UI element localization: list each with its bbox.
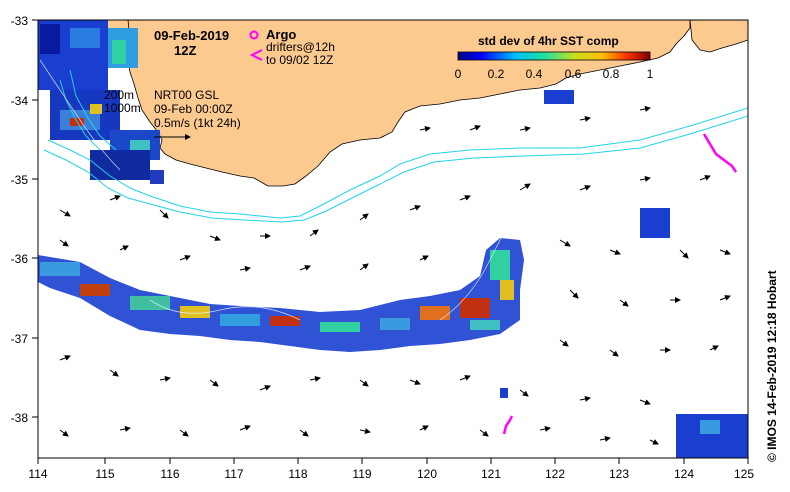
x-tick-label: 125: [734, 467, 754, 481]
time-title: 12Z: [174, 43, 196, 58]
axis-ticks: [32, 19, 749, 464]
y-tick-label: -34: [11, 94, 29, 108]
x-tick-label: 124: [674, 467, 694, 481]
land-australia: [119, 20, 691, 187]
bathymetry-contours: [43, 69, 748, 223]
land-east: [689, 20, 748, 53]
colorbar-gradient: [457, 51, 651, 61]
x-tick-label: 118: [288, 467, 307, 481]
sst-patch-coast-east: [544, 90, 574, 104]
colorbar-tick: 0.8: [603, 67, 620, 81]
y-tick-label: -33: [11, 14, 29, 28]
sst-patch-east-mid: [640, 208, 670, 238]
credit-text: © IMOS 14-Feb-2019 12:18 Hobart: [765, 270, 779, 462]
drifter-tracks: [502, 133, 738, 435]
colorbar-tick: 0.4: [526, 67, 543, 81]
colorbar-tick: 1: [647, 67, 654, 81]
x-tick-label: 119: [352, 467, 371, 481]
argo-label: Argo: [266, 27, 296, 42]
y-tick-label: -38: [11, 411, 29, 425]
colorbar-title: std dev of 4hr SST comp: [478, 34, 619, 48]
drifter-marker-icon: [249, 49, 263, 61]
currents-scale: 0.5m/s (1kt 24h): [154, 116, 241, 130]
y-axis-labels: -33 -34 -35 -36 -37 -38: [11, 14, 29, 425]
x-axis-labels: 114 115 116 117 118 119 120 121 122 123 …: [28, 467, 754, 481]
drifters-label: drifters@12h: [266, 40, 335, 54]
contour-label-200m: 200m: [104, 88, 134, 102]
y-tick-label: -37: [11, 332, 29, 346]
x-tick-label: 120: [417, 467, 437, 481]
currents-product: NRT00 GSL: [154, 88, 219, 102]
y-tick-label: -36: [11, 252, 29, 266]
currents-annotation: NRT00 GSL 09-Feb 00:00Z 0.5m/s (1kt 24h): [154, 88, 241, 140]
x-tick-label: 122: [545, 467, 565, 481]
colorbar-tick: 0: [455, 67, 462, 81]
currents-time: 09-Feb 00:00Z: [154, 102, 233, 116]
plot-frame: [37, 19, 749, 459]
contour-label-1000m: 1000m: [104, 101, 141, 115]
x-tick-label: 115: [95, 467, 114, 481]
x-tick-label: 114: [28, 467, 47, 481]
current-vectors: [59, 106, 731, 445]
date-title: 09-Feb-2019: [154, 28, 229, 43]
sst-band-south: [38, 238, 524, 352]
colorbar: std dev of 4hr SST comp 0 0.2 0.4 0.6 0.…: [455, 34, 654, 81]
x-tick-label: 117: [224, 467, 243, 481]
x-tick-label: 123: [609, 467, 629, 481]
x-tick-label: 121: [481, 467, 501, 481]
legend: Argo drifters@12h to 09/02 12Z: [249, 27, 335, 67]
colorbar-tick: 0.6: [565, 67, 582, 81]
drifters-to-label: to 09/02 12Z: [266, 53, 333, 67]
colorbar-tick: 0.2: [488, 67, 505, 81]
x-tick-label: 116: [160, 467, 179, 481]
y-tick-label: -35: [11, 173, 29, 187]
argo-marker-icon: [249, 30, 259, 40]
